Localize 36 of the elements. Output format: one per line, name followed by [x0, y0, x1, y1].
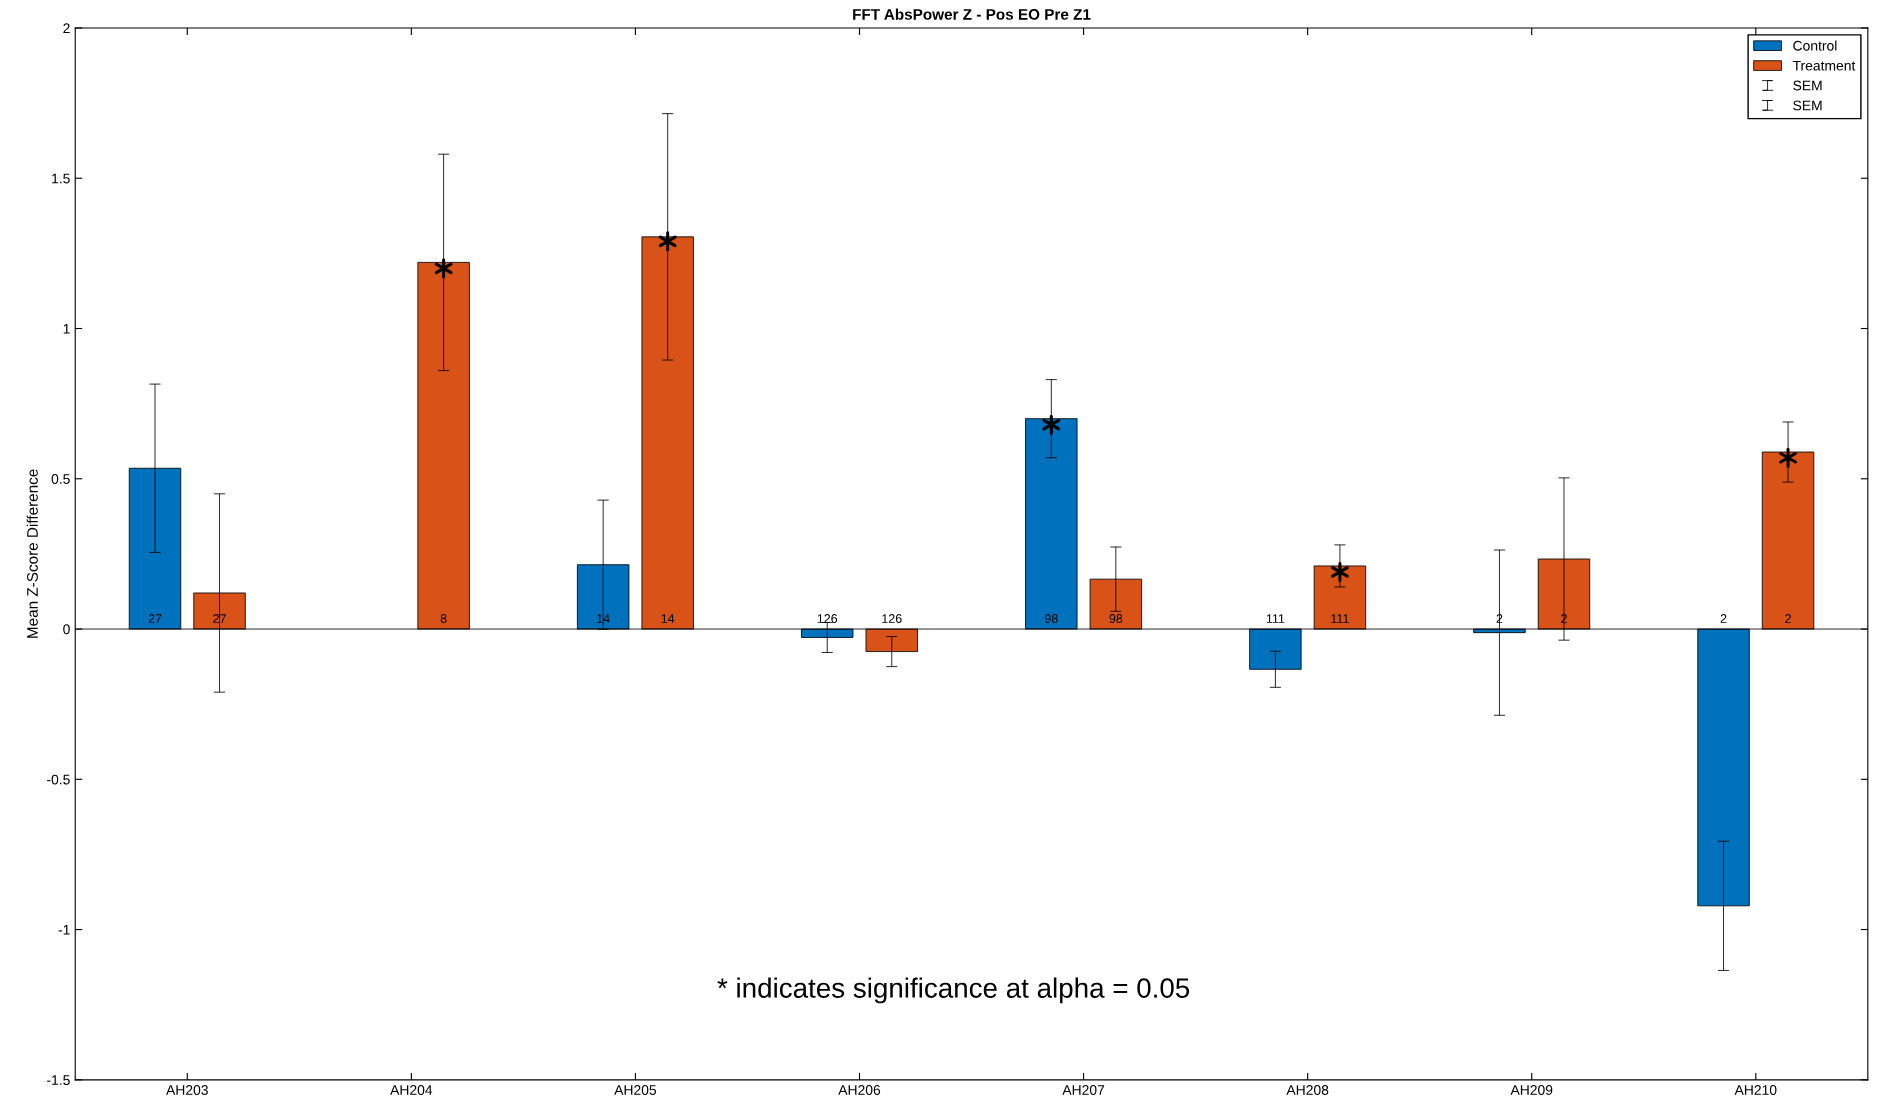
annotation: 2 — [1561, 614, 1567, 623]
annotation: 98 — [1109, 614, 1123, 623]
x-tick-label: AH210 — [1734, 1085, 1777, 1095]
annotation: 98 — [1044, 614, 1058, 623]
y-axis-title: Mean Z-Score Difference — [26, 469, 38, 638]
annotation: 111 — [1331, 614, 1349, 623]
x-tick-label: AH204 — [390, 1085, 433, 1095]
y-tick-label: -0.5 — [47, 774, 70, 785]
annotation: 2 — [1785, 614, 1791, 623]
annotation: SEM — [1793, 80, 1822, 91]
annotation: 14 — [597, 614, 610, 623]
y-tick-label: 0 — [63, 624, 70, 635]
legend-label: Treatment — [1792, 60, 1856, 71]
x-tick-label: AH206 — [838, 1085, 881, 1095]
y-tick-label: 2 — [63, 23, 70, 34]
annotation: 126 — [882, 614, 902, 623]
annotation: 27 — [148, 614, 162, 623]
x-tick-label: AH205 — [614, 1085, 657, 1095]
x-tick-label: AH208 — [1286, 1085, 1329, 1095]
y-tick-label: 1 — [63, 323, 70, 334]
legend-label: Control — [1793, 40, 1837, 51]
annotation: * indicates significance at alpha = 0.05 — [717, 977, 1190, 1004]
annotation: 111 — [1266, 614, 1285, 623]
y-tick-label: -1.5 — [47, 1075, 70, 1085]
annotation: 8 — [440, 614, 447, 623]
y-tick-label: 1.5 — [52, 173, 70, 184]
x-tick-label: AH203 — [166, 1085, 208, 1095]
x-tick-label: AH207 — [1062, 1085, 1105, 1095]
annotation: 2 — [1720, 614, 1727, 623]
y-tick-label: -1 — [58, 925, 70, 935]
annotation: SEM — [1793, 100, 1822, 111]
annotation: 14 — [661, 614, 675, 623]
x-tick-label: AH209 — [1510, 1085, 1553, 1095]
y-tick-label: 0.5 — [51, 474, 70, 484]
chart-title: FFT AbsPower Z - Pos EO Pre Z1 — [853, 8, 1091, 20]
annotation: 126 — [817, 614, 838, 623]
